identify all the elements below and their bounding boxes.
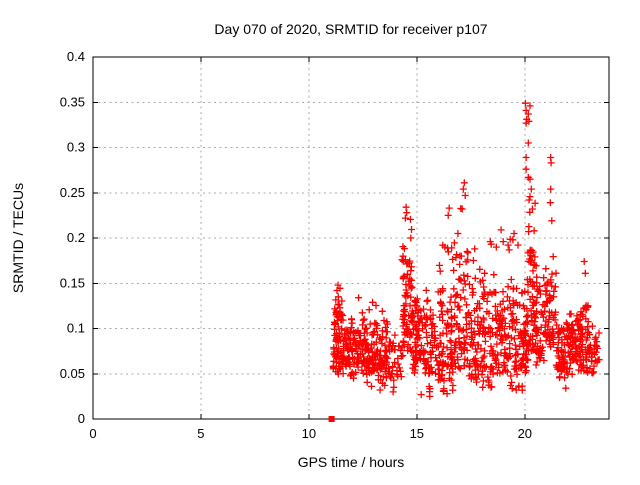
x-tick-label: 0: [89, 426, 96, 441]
x-tick-label: 10: [302, 426, 316, 441]
gap-square-marker: [328, 416, 335, 422]
y-tick-label: 0.05: [60, 366, 85, 381]
srmtid-markers: [329, 99, 603, 400]
y-tick-label: 0.4: [67, 49, 85, 64]
chart-title: Day 070 of 2020, SRMTID for receiver p10…: [214, 21, 487, 37]
y-tick-label: 0.1: [67, 321, 85, 336]
axes-and-ticks: 0 5 10 15 20 0 0.05 0.1 0.15 0.2 0.25 0.3 0.35 0.4: [60, 49, 610, 441]
y-tick-label: 0.2: [67, 230, 85, 245]
x-tick-label: 5: [197, 426, 204, 441]
x-tick-label: 15: [410, 426, 424, 441]
data-points: [328, 99, 603, 422]
y-tick-label: 0: [78, 411, 85, 426]
gridlines: [93, 57, 609, 419]
y-tick-label: 0.3: [67, 140, 85, 155]
y-axis-label: SRMTID / TECUs: [10, 183, 26, 293]
y-tick-label: 0.25: [60, 185, 85, 200]
x-axis-label: GPS time / hours: [298, 454, 405, 470]
x-tick-label: 20: [518, 426, 532, 441]
y-tick-label: 0.35: [60, 94, 85, 109]
y-tick-label: 0.15: [60, 275, 85, 290]
